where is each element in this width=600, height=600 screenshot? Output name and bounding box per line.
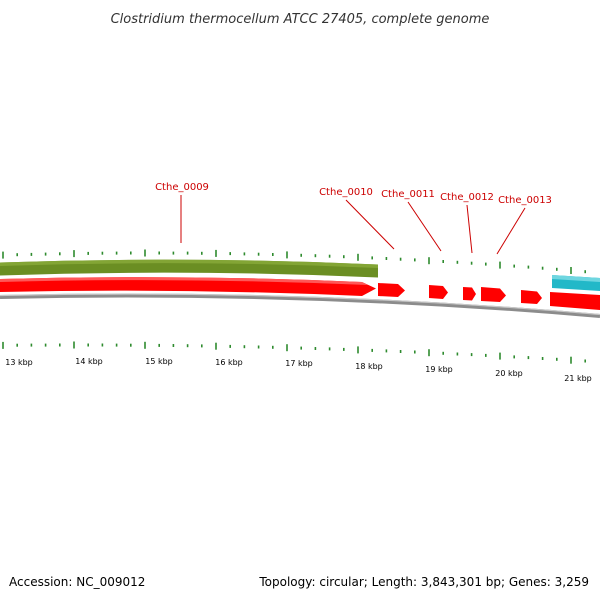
kbp-label: 14 kbp — [75, 357, 103, 366]
cyan-feature-band — [552, 275, 600, 291]
accession-text: Accession: NC_009012 — [9, 575, 145, 589]
kbp-label: 16 kbp — [215, 358, 243, 367]
inner-tick-row — [2, 341, 587, 364]
gene-label-text: Cthe_0013 — [498, 195, 552, 206]
gene-label-cthe-0010: Cthe_0010 — [319, 187, 395, 250]
backbone-ring — [0, 293, 600, 318]
gene-label-cthe-0012: Cthe_0012 — [440, 192, 494, 254]
gene-label-text: Cthe_0010 — [319, 187, 373, 198]
kbp-scale: 13 kbp 14 kbp 15 kbp 16 kbp 17 kbp 18 kb… — [5, 357, 592, 383]
kbp-label: 13 kbp — [5, 358, 33, 367]
gene-label-cthe-0009: Cthe_0009 — [155, 182, 209, 243]
kbp-label: 20 kbp — [495, 369, 523, 378]
genome-title: Clostridium thermocellum ATCC 27405, com… — [111, 12, 490, 27]
kbp-label: 15 kbp — [145, 357, 173, 366]
gene-label-text: Cthe_0009 — [155, 182, 209, 193]
gene-arrow-cthe-0013 — [481, 287, 506, 302]
gene-bar-right — [550, 292, 600, 310]
gene-arrow-cthe-0011 — [429, 285, 448, 299]
gene-label-cthe-0013: Cthe_0013 — [496, 195, 552, 255]
gene-arrow-next — [521, 290, 542, 304]
kbp-label: 18 kbp — [355, 362, 383, 371]
gene-label-text: Cthe_0011 — [381, 189, 435, 200]
red-gene-bar — [0, 277, 376, 296]
kbp-label: 17 kbp — [285, 359, 313, 368]
gene-label-text: Cthe_0012 — [440, 192, 494, 203]
gene-arrow-cthe-0010 — [378, 283, 405, 297]
genome-summary-text: Topology: circular; Length: 3,843,301 bp… — [258, 575, 589, 589]
outer-tick-row — [2, 249, 587, 274]
kbp-label: 19 kbp — [425, 365, 453, 374]
olive-feature-band — [0, 259, 378, 278]
gene-label-cthe-0011: Cthe_0011 — [381, 189, 442, 252]
gene-arrow-cthe-0012 — [463, 287, 476, 301]
kbp-label: 21 kbp — [564, 374, 592, 383]
